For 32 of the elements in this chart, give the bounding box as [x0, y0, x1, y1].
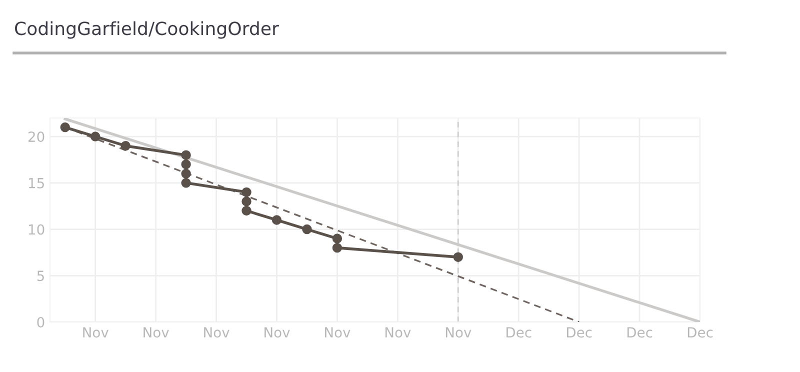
x-tick-label: Nov — [446, 327, 472, 338]
y-tick-label: 10 — [28, 224, 44, 235]
point — [181, 178, 191, 188]
x-tick-label: Dec — [627, 327, 652, 338]
x-tick-label: Nov — [204, 327, 230, 338]
y-tick-label: 20 — [28, 132, 44, 142]
x-tick-label: Nov — [83, 327, 108, 338]
x-tick-label: Nov — [385, 327, 411, 338]
point — [332, 242, 342, 253]
point — [181, 160, 191, 170]
point — [302, 224, 312, 234]
chart-title: CodingGarfield/CookingOrder — [15, 21, 279, 39]
point — [60, 122, 70, 132]
point — [242, 206, 252, 216]
point — [272, 215, 282, 225]
point — [242, 196, 252, 206]
point — [181, 150, 191, 160]
point — [120, 140, 130, 151]
x-tick-label: Dec — [506, 327, 532, 338]
point — [242, 187, 252, 198]
x-tick-label: Dec — [566, 327, 592, 338]
y-tick-label: 0 — [37, 316, 44, 328]
y-tick-label: 5 — [37, 270, 44, 282]
x-tick-label: Nov — [144, 327, 169, 338]
point — [453, 252, 463, 262]
y-tick-label: 15 — [28, 178, 44, 188]
point — [181, 168, 191, 178]
x-tick-label: Dec — [688, 327, 713, 338]
x-tick-label: Nov — [264, 327, 290, 338]
point — [90, 132, 100, 142]
x-tick-label: Nov — [325, 327, 350, 338]
point — [332, 234, 342, 244]
